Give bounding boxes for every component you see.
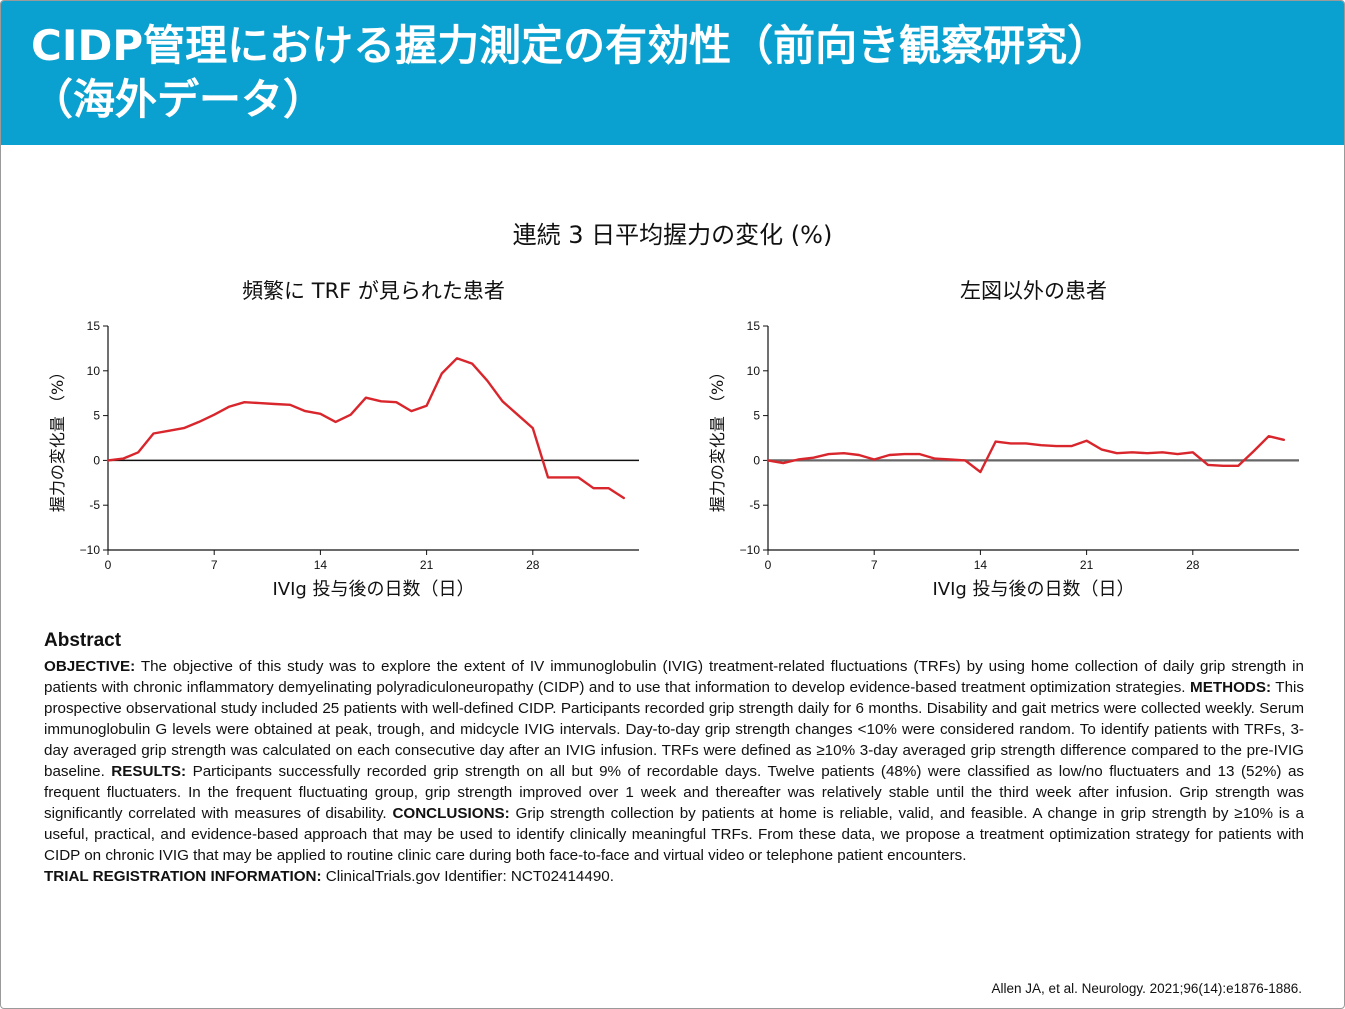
conclusions-text: Grip strength collection by patients at … (44, 805, 1304, 864)
x-tick-label: 7 (871, 558, 878, 572)
figure-main-title: 連続 3 日平均握力の変化 (%) (512, 221, 833, 249)
trial-text: ClinicalTrials.gov Identifier: NCT024144… (321, 868, 614, 885)
trial-label: TRIAL REGISTRATION INFORMATION: (44, 868, 322, 885)
y-tick-label: −10 (80, 543, 101, 557)
x-axis-label: IVIg 投与後の日数（日） (932, 579, 1134, 600)
methods-label: METHODS: (1190, 679, 1272, 696)
chart-other-patients: 左図以外の患者 −10 -5 0 5 10 15 0 7 14 21 28 IVIg 投与後の日数（日）… (701, 271, 1344, 611)
chart-title: 左図以外の患者 (960, 279, 1107, 303)
citation: Allen JA, et al. Neurology. 2021;96(14):… (991, 981, 1302, 996)
x-axis-label: IVIg 投与後の日数（日） (272, 579, 474, 600)
series-line (106, 357, 625, 500)
x-tick-label: 21 (1080, 558, 1094, 572)
x-tick-label: 7 (211, 558, 218, 572)
y-tick-label: 5 (753, 409, 760, 423)
chart-title: 頻繁に TRF が見られた患者 (242, 279, 505, 303)
y-tick-label: −10 (740, 543, 761, 557)
y-tick-label: 0 (93, 453, 100, 467)
x-tick-label: 0 (105, 558, 112, 572)
chart-frequent-trf: 頻繁に TRF が見られた患者 −10 -5 0 5 10 15 0 7 14 21 28 IVIg 投… (41, 271, 701, 611)
objective-text: The objective of this study was to explo… (44, 658, 1304, 696)
x-tick-label: 0 (765, 558, 772, 572)
y-tick-label: -5 (89, 498, 100, 512)
methods-text: This prospective observational study inc… (44, 679, 1304, 780)
slide-title: CIDP管理における握力測定の有効性（前向き観察研究） （海外データ） (31, 19, 1321, 127)
results-text: Participants successfully recorded grip … (44, 763, 1305, 822)
x-tick-label: 14 (314, 558, 328, 572)
abstract-heading: Abstract (44, 630, 122, 651)
chart-frequent-trf-svg: 頻繁に TRF が見られた患者 −10 -5 0 5 10 15 0 7 14 21 28 IVIg 投… (48, 279, 639, 600)
y-axis-label: 握力の変化量 （%） (708, 364, 727, 512)
x-tick-label: 28 (526, 558, 540, 572)
y-tick-label: 5 (93, 409, 100, 423)
abstract: Abstract OBJECTIVE: The objective of thi… (44, 629, 1304, 887)
y-tick-label: 15 (747, 319, 761, 333)
y-tick-label: 15 (87, 319, 101, 333)
header-banner: CIDP管理における握力測定の有効性（前向き観察研究） （海外データ） (1, 1, 1344, 145)
y-tick-label: 0 (753, 453, 760, 467)
results-label: RESULTS: (111, 763, 187, 780)
title-line-2: （海外データ） (31, 75, 326, 124)
x-tick-label: 28 (1186, 558, 1200, 572)
title-line-1: CIDP管理における握力測定の有効性（前向き観察研究） (31, 21, 1110, 70)
y-tick-label: -5 (749, 498, 760, 512)
conclusions-label: CONCLUSIONS: (392, 805, 510, 822)
y-axis-label: 握力の変化量 （%） (48, 364, 67, 512)
y-tick-label: 10 (747, 364, 761, 378)
y-tick-label: 10 (87, 364, 101, 378)
abstract-body: OBJECTIVE: The objective of this study w… (44, 656, 1304, 887)
series-line (766, 434, 1285, 474)
objective-label: OBJECTIVE: (44, 658, 136, 675)
chart-other-patients-svg: 左図以外の患者 −10 -5 0 5 10 15 0 7 14 21 28 IVIg 投与後の日数（日）… (708, 279, 1299, 600)
x-tick-label: 21 (420, 558, 434, 572)
x-tick-label: 14 (974, 558, 988, 572)
